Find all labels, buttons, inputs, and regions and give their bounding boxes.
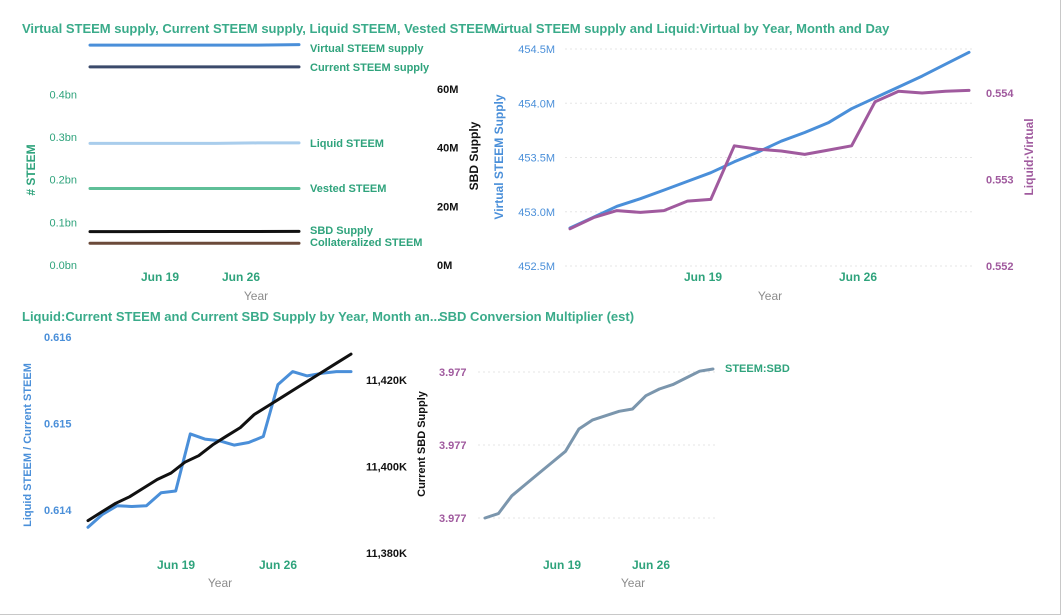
y2-tick-label: 0.553 <box>986 175 1014 187</box>
y-tick-label: 0.0bn <box>49 260 77 272</box>
x-axis-label: Year <box>621 576 645 590</box>
y2-tick-label: 11,420K <box>366 375 407 387</box>
y-tick-label: 3.977 <box>439 513 467 525</box>
y-tick-label: 0.615 <box>44 419 72 431</box>
y-tick-label: 0.2bn <box>49 175 77 187</box>
series-line <box>568 50 971 230</box>
chart-title: Liquid:Current STEEM and Current SBD Sup… <box>22 309 441 324</box>
x-tick-label: Jun 19 <box>141 270 179 284</box>
chart-title: Virtual STEEM supply and Liquid:Virtual … <box>492 21 890 36</box>
x-tick-label: Jun 26 <box>222 270 260 284</box>
y-axis-label: Virtual STEEM Supply <box>492 94 506 219</box>
series-label: SBD Supply <box>310 225 374 237</box>
y2-tick-label: 40M <box>437 143 458 155</box>
x-tick-label: Jun 26 <box>259 558 297 572</box>
series-label: Collateralized STEEM <box>310 237 422 249</box>
y-tick-label: 0.616 <box>44 332 72 344</box>
chart-title: SBD Conversion Multiplier (est) <box>439 309 634 324</box>
series-label: Current STEEM supply <box>310 62 430 74</box>
y-tick-label: 453.5M <box>518 153 555 165</box>
series-line <box>88 141 301 145</box>
series-line <box>483 367 715 520</box>
y-tick-label: 0.3bn <box>49 132 77 144</box>
x-axis-label: Year <box>758 289 782 303</box>
y-tick-label: 452.5M <box>518 261 555 273</box>
y-tick-label: 453.0M <box>518 207 555 219</box>
y2-tick-label: 0.554 <box>986 88 1014 100</box>
y-tick-label: 454.0M <box>518 98 555 110</box>
x-tick-label: Jun 19 <box>684 270 722 284</box>
y2-tick-label: 60M <box>437 84 458 96</box>
x-tick-label: Jun 26 <box>839 270 877 284</box>
x-axis-label: Year <box>244 289 268 303</box>
y2-axis-label: SBD Supply <box>467 121 481 190</box>
series-line <box>86 352 353 523</box>
chart-steem-supply[interactable]: Virtual STEEM supply, Current STEEM supp… <box>22 21 505 303</box>
chart-liquid-current-sbd-supply[interactable]: Liquid:Current STEEM and Current SBD Sup… <box>22 309 441 590</box>
y-axis-label: # STEEM <box>24 144 38 195</box>
y2-tick-label: 11,380K <box>366 548 407 560</box>
y-tick-label: 0.1bn <box>49 217 77 229</box>
y-tick-label: 3.977 <box>439 440 467 452</box>
y-tick-label: 3.977 <box>439 367 467 379</box>
x-tick-label: Jun 19 <box>157 558 195 572</box>
y2-tick-label: 0M <box>437 260 452 272</box>
y-tick-label: 0.4bn <box>49 89 77 101</box>
series-line <box>568 88 971 231</box>
y2-tick-label: 0.552 <box>986 261 1014 273</box>
y-axis-label: Liquid STEEM / Current STEEM <box>22 363 34 527</box>
y2-tick-label: 11,400K <box>366 462 407 474</box>
series-label: STEEM:SBD <box>725 363 790 375</box>
x-axis-label: Year <box>208 576 232 590</box>
series-line <box>88 43 301 47</box>
x-tick-label: Jun 19 <box>543 558 581 572</box>
series-label: Virtual STEEM supply <box>310 43 424 55</box>
series-label: Vested STEEM <box>310 183 386 195</box>
y2-axis-label: Liquid:Virtual <box>1022 118 1036 195</box>
chart-title: Virtual STEEM supply, Current STEEM supp… <box>22 21 505 36</box>
chart-virtual-supply-liquid-virtual[interactable]: Virtual STEEM supply and Liquid:Virtual … <box>492 21 1036 303</box>
x-tick-label: Jun 26 <box>632 558 670 572</box>
y-tick-label: 0.614 <box>44 505 72 517</box>
y2-axis-label: Current SBD Supply <box>416 390 428 497</box>
y-tick-label: 454.5M <box>518 44 555 56</box>
series-label: Liquid STEEM <box>310 138 384 150</box>
series-line <box>86 370 353 529</box>
chart-sbd-conversion-multiplier[interactable]: SBD Conversion Multiplier (est) 3.977 3.97… <box>439 309 790 590</box>
y2-tick-label: 20M <box>437 201 458 213</box>
